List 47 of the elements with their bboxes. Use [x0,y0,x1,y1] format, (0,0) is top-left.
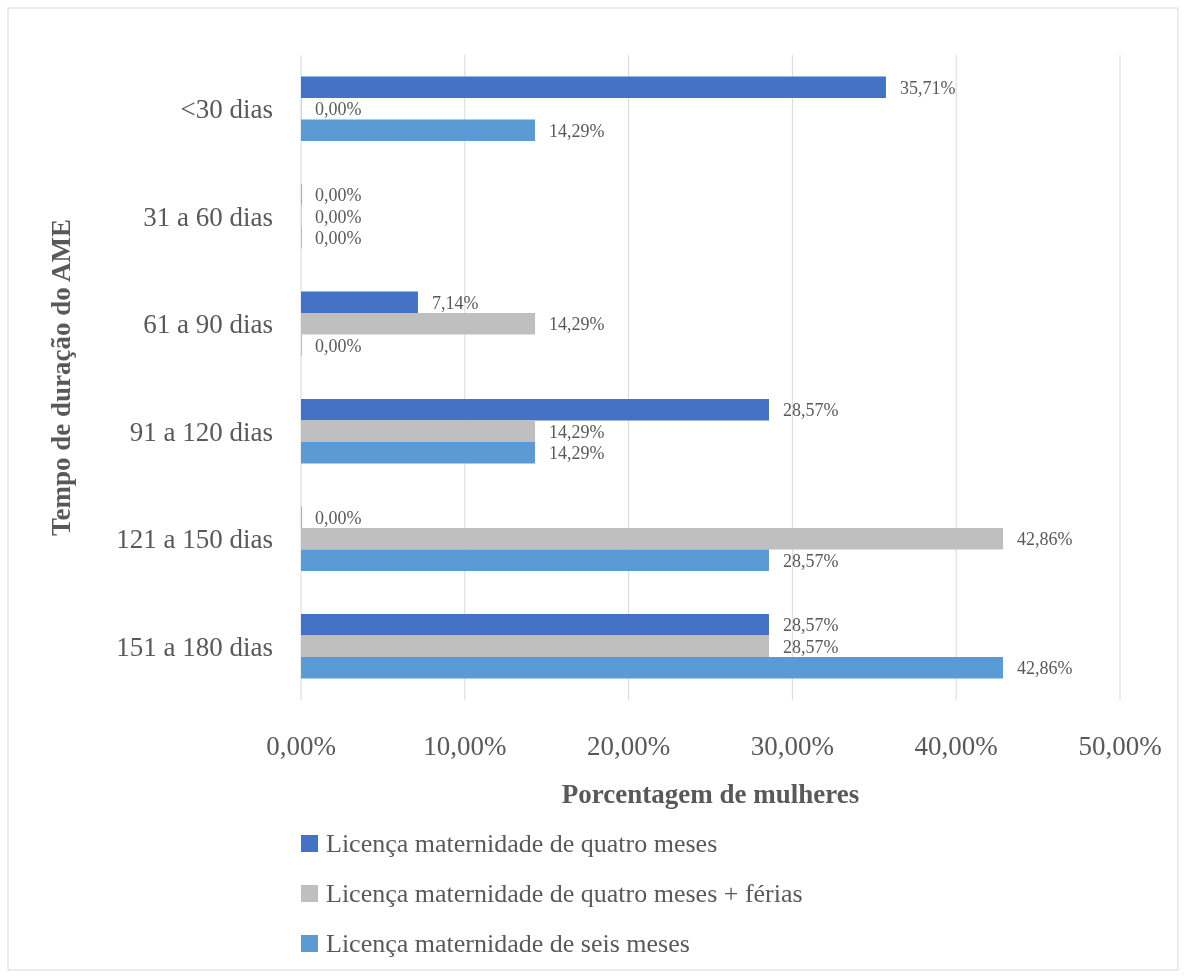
y-tick-label: 121 a 150 dias [116,524,273,555]
bar [301,291,418,313]
legend-label: Licença maternidade de seis meses [326,929,690,959]
legend-label: Licença maternidade de quatro meses + férias [326,879,803,909]
x-tick-label: 10,00% [423,731,507,761]
data-label: 0,00% [315,99,362,120]
x-tick-label: 20,00% [586,731,671,761]
x-tick-label: 0,00% [266,731,336,761]
bar [301,528,1004,550]
x-axis-title: Porcentagem de mulheres [561,779,860,809]
bar [301,657,1004,679]
y-tick-label: 91 a 120 dias [129,416,273,447]
data-label: 0,00% [315,228,362,249]
data-label: 0,00% [315,507,362,528]
data-label: 42,86% [1017,529,1073,550]
data-label: 14,29% [549,314,605,335]
y-tick-label: 31 a 60 dias [143,201,273,232]
data-label: 14,29% [549,421,605,442]
bar [301,549,769,571]
data-label: 28,57% [782,550,839,571]
data-label: 0,00% [315,206,362,227]
bar [301,119,536,141]
data-label: 0,00% [315,335,362,356]
y-axis-title: Tempo de duração do AME [46,218,76,537]
bar [301,442,536,464]
data-label: 14,29% [549,443,605,464]
x-tick-label: 50,00% [1078,731,1162,761]
bar [301,76,886,98]
y-tick-label: 61 a 90 dias [143,309,273,340]
data-label: 28,57% [782,636,839,657]
x-tick-label: 40,00% [914,731,998,761]
data-label: 42,86% [1017,658,1073,679]
bar [301,614,769,636]
x-tick-label: 30,00% [750,731,835,761]
y-tick-label: <30 dias [180,94,273,125]
data-label: 14,29% [549,120,605,141]
bar [301,399,769,421]
y-tick-label: 151 a 180 dias [116,631,273,662]
data-label: 7,14% [431,292,479,313]
bar [301,635,769,657]
bar [301,313,536,335]
data-label: 28,57% [782,400,839,421]
data-label: 35,71% [899,77,956,98]
data-label: 0,00% [315,185,362,206]
legend-label: Licença maternidade de quatro meses [326,829,718,859]
bar [301,420,536,442]
data-label: 28,57% [782,615,839,636]
